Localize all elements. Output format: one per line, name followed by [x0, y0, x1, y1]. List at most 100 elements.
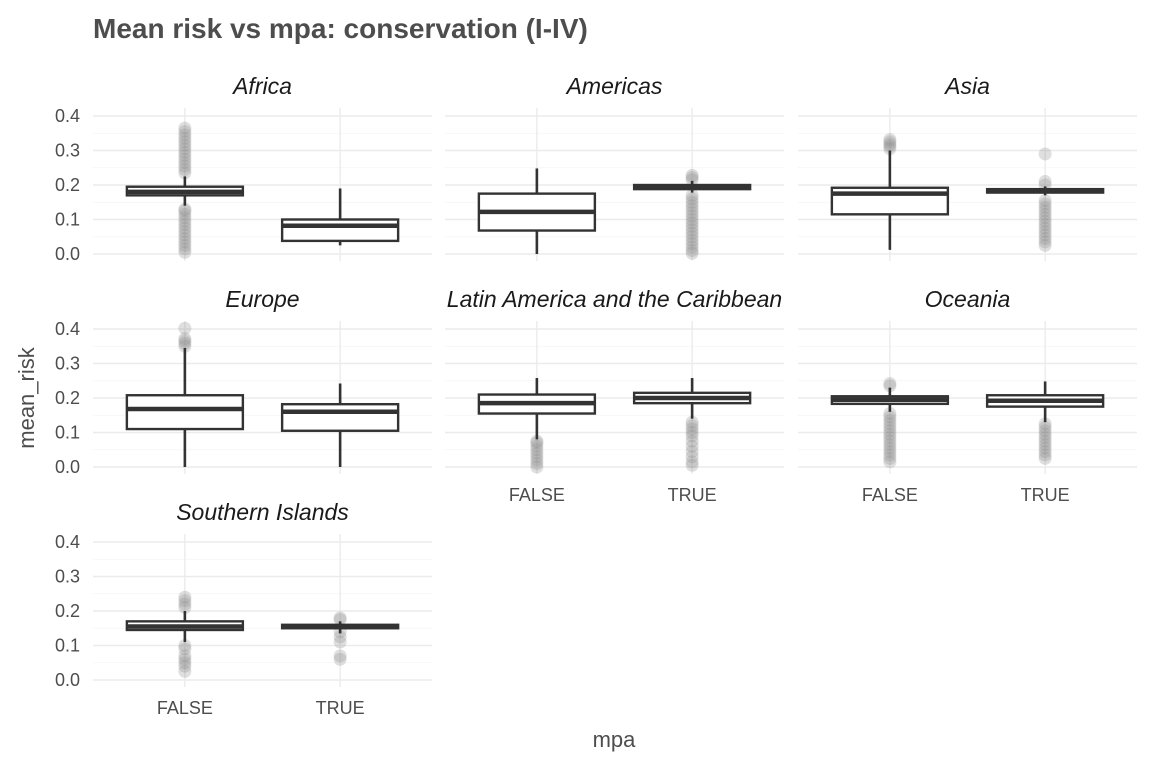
outlier-point [178, 207, 192, 221]
outlier-point [178, 125, 192, 139]
outlier-point [530, 439, 544, 453]
outlier-point [883, 424, 897, 438]
box-latin-america-and-the-caribbean-true [632, 377, 752, 472]
outlier-point [883, 441, 897, 455]
x-tick-label: FALSE [157, 698, 213, 718]
outlier-point [178, 159, 192, 173]
outlier-point [178, 225, 192, 239]
outlier-point [883, 377, 897, 391]
outlier-point [1038, 431, 1052, 445]
facet-label-southern-islands: Southern Islands [176, 499, 349, 525]
outlier-point [685, 170, 699, 184]
outlier-point [685, 202, 699, 216]
outlier-point [1038, 204, 1052, 218]
box-iqr [280, 403, 400, 432]
box-oceania-false [830, 377, 950, 469]
outlier-point [685, 199, 699, 213]
outlier-point [178, 211, 192, 225]
facet-americas: Americas [445, 73, 784, 261]
outlier-point [333, 649, 347, 663]
outlier-point [883, 427, 897, 441]
outlier-point [178, 142, 192, 156]
outlier-point [883, 444, 897, 458]
outlier-point [685, 230, 699, 244]
outlier-point [685, 223, 699, 237]
outlier-point [178, 601, 192, 615]
outlier-point [1038, 228, 1052, 242]
outlier-point [1038, 441, 1052, 455]
outlier-point [178, 332, 192, 346]
outlier-point [685, 434, 699, 448]
box-europe-false [125, 321, 245, 467]
outlier-point [883, 132, 897, 146]
outlier-point [530, 436, 544, 450]
outlier-point [178, 121, 192, 135]
box-iqr [125, 394, 245, 431]
outlier-point [1038, 214, 1052, 228]
outlier-point [178, 228, 192, 242]
outlier-point [685, 439, 699, 453]
y-tick-label: 0.2 [55, 601, 80, 621]
y-tick-label: 0.4 [55, 319, 80, 339]
y-axis-title: mean_risk [14, 346, 39, 448]
outlier-point [1038, 238, 1052, 252]
box-americas-true [632, 168, 752, 260]
outlier-point [178, 218, 192, 232]
y-tick-label: 0.0 [55, 244, 80, 264]
outlier-point [883, 431, 897, 445]
facet-africa: Africa 0.0 0.1 0.2 0.3 0.4 [55, 73, 432, 264]
outlier-point [1038, 231, 1052, 245]
outlier-point [530, 443, 544, 457]
outlier-point [883, 142, 897, 156]
outlier-point [685, 213, 699, 226]
outlier-point [178, 138, 192, 152]
outlier-point [1038, 438, 1052, 452]
outlier-point [178, 231, 192, 245]
facet-europe: Europe 0.0 0.1 0.2 0.3 0.4 [55, 286, 432, 477]
outlier-point [178, 214, 192, 228]
outlier-point [1038, 211, 1052, 225]
outlier-point [685, 455, 699, 469]
outlier-point [685, 216, 699, 230]
y-tick-label: 0.1 [55, 423, 80, 443]
outlier-point [178, 145, 192, 159]
outlier-point [685, 426, 699, 439]
box-southern-islands-true [280, 611, 400, 666]
outlier-point [178, 149, 192, 163]
outlier-point [1038, 221, 1052, 235]
outlier-point [178, 336, 192, 350]
y-tick-label: 0.0 [55, 457, 80, 477]
y-tick-label: 0.0 [55, 670, 80, 690]
outlier-point [178, 204, 192, 218]
facet-label-oceania: Oceania [925, 286, 1011, 312]
outlier-point [685, 209, 699, 223]
outlier-point [883, 438, 897, 452]
outlier-point [1038, 444, 1052, 458]
outlier-point [530, 450, 544, 464]
outlier-point [883, 407, 897, 421]
facet-latin-america-and-the-caribbean: Latin America and the Caribbean FALSE TRUE [445, 286, 784, 505]
outlier-point [1038, 207, 1052, 221]
outlier-point [178, 238, 192, 252]
outlier-point [1038, 197, 1052, 211]
box-americas-false [477, 168, 597, 254]
outlier-point [178, 152, 192, 166]
outlier-point [685, 188, 699, 202]
box-asia-false [830, 132, 950, 250]
outlier-point [178, 131, 192, 145]
outlier-point [685, 237, 699, 251]
outlier-point [178, 166, 192, 180]
outlier-point [685, 246, 699, 260]
outlier-point [685, 195, 699, 209]
outlier-point [333, 630, 347, 644]
outlier-point [685, 419, 699, 433]
outlier-point [178, 659, 192, 673]
outlier-point [178, 642, 192, 656]
outlier-point [1038, 420, 1052, 434]
outlier-point [1038, 225, 1052, 239]
outlier-point [1038, 424, 1052, 438]
y-tick-label: 0.2 [55, 175, 80, 195]
outlier-point [530, 460, 544, 474]
outlier-point [883, 379, 897, 393]
outlier-point [685, 444, 699, 458]
